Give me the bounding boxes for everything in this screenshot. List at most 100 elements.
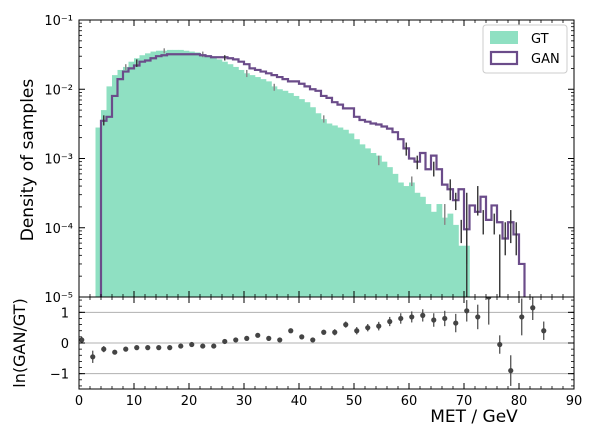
x-tick-label: 30 [236, 394, 253, 409]
ratio-point [299, 334, 305, 340]
gt-bar [271, 86, 278, 297]
gt-bar [315, 113, 322, 297]
ratio-point [244, 335, 250, 341]
gt-bar [398, 182, 404, 297]
gt-bar [343, 129, 349, 297]
ratio-point [310, 337, 316, 343]
gt-bar [200, 54, 206, 297]
gt-bar [178, 49, 184, 297]
ratio-point [156, 345, 162, 351]
gt-bar [409, 182, 415, 297]
legend-swatch-gan [489, 50, 519, 66]
gt-bar [95, 127, 102, 297]
gt-bar [112, 75, 118, 297]
gt-bar [442, 217, 448, 297]
gt-bar [458, 245, 465, 297]
ratio-point [332, 329, 338, 335]
gt-bar [172, 49, 179, 297]
gt-bar [293, 95, 300, 297]
gt-bar [387, 167, 393, 297]
ratio-point [486, 297, 492, 300]
gt-bar [222, 61, 228, 297]
x-tick-label: 90 [566, 394, 583, 409]
y-tick-label: 10⁻⁴ [44, 222, 73, 237]
gt-bar [277, 89, 283, 297]
ratio-y-tick-label: −1 [50, 368, 69, 383]
gt-bar [354, 139, 360, 297]
ratio-point [266, 335, 272, 341]
gt-bar [337, 127, 344, 297]
gt-bar [244, 73, 250, 297]
gt-bar [238, 69, 245, 297]
x-tick-label: 20 [181, 394, 198, 409]
gt-bar [123, 66, 129, 297]
ratio-point [409, 314, 415, 320]
ratio-point [288, 328, 294, 334]
y-tick-label: 10⁻² [44, 83, 73, 98]
gt-bar [348, 133, 355, 297]
ratio-point [189, 341, 195, 348]
gt-bar [321, 119, 327, 297]
gt-bar [183, 50, 190, 297]
ratio-point [519, 314, 525, 320]
gt-bar [403, 186, 410, 297]
gt-bar [150, 51, 157, 297]
gan-step-line [99, 53, 526, 297]
gt-bar [249, 75, 256, 297]
ratio-point [112, 349, 118, 355]
gt-bar [139, 55, 146, 297]
x-tick-label: 60 [401, 394, 418, 409]
gt-bar [370, 153, 377, 297]
ratio-point [167, 345, 173, 351]
gt-bar [156, 50, 162, 297]
ratio-point [321, 329, 327, 335]
ratio-point [354, 328, 360, 334]
ratio-point [343, 322, 349, 328]
ratio-point [497, 341, 503, 348]
legend-swatch-gt [490, 31, 518, 44]
ratio-point [431, 317, 437, 323]
gt-bar [128, 61, 135, 297]
x-tick-label: 50 [346, 394, 363, 409]
gt-bar [376, 155, 382, 297]
x-tick-label: 40 [291, 394, 308, 409]
gt-bar [266, 81, 272, 297]
gt-bar [167, 49, 173, 297]
gt-bar [453, 224, 459, 297]
ratio-point [541, 328, 547, 334]
ratio-point [442, 315, 448, 322]
gt-bar [211, 57, 217, 297]
ratio-point [255, 332, 261, 338]
gt-bar [233, 66, 239, 297]
ratio-point [453, 320, 459, 326]
ratio-point [200, 343, 206, 349]
gt-bar [227, 64, 234, 297]
gt-bar [304, 102, 311, 297]
legend: GT GAN [482, 24, 568, 74]
ratio-point [530, 305, 536, 311]
ratio-point [365, 325, 371, 331]
gt-bar [326, 123, 333, 297]
gt-bar [359, 144, 366, 297]
ratio-point [90, 354, 96, 360]
ratio-point [420, 312, 426, 318]
top-panel-histogram: 10⁻¹ 10⁻² 10⁻³ 10⁻⁴ 10⁻⁵ GT GAN [44, 14, 575, 306]
gt-bar [299, 99, 305, 297]
ratio-point [211, 343, 217, 349]
gt-bar [194, 52, 201, 297]
gt-bar [134, 58, 140, 297]
gt-bar [260, 79, 267, 297]
ratio-point [398, 315, 404, 322]
ratio-point [123, 346, 129, 352]
ratio-point [464, 308, 470, 314]
legend-label-gan: GAN [531, 52, 560, 67]
ratio-point [145, 345, 151, 351]
gt-bar [447, 213, 454, 297]
ratio-y-tick-label: 0 [61, 337, 69, 352]
gt-bar [431, 211, 437, 297]
ratio-point [134, 345, 140, 351]
gt-bar [189, 51, 195, 297]
gt-bar [205, 55, 212, 297]
ratio-point [387, 318, 393, 325]
